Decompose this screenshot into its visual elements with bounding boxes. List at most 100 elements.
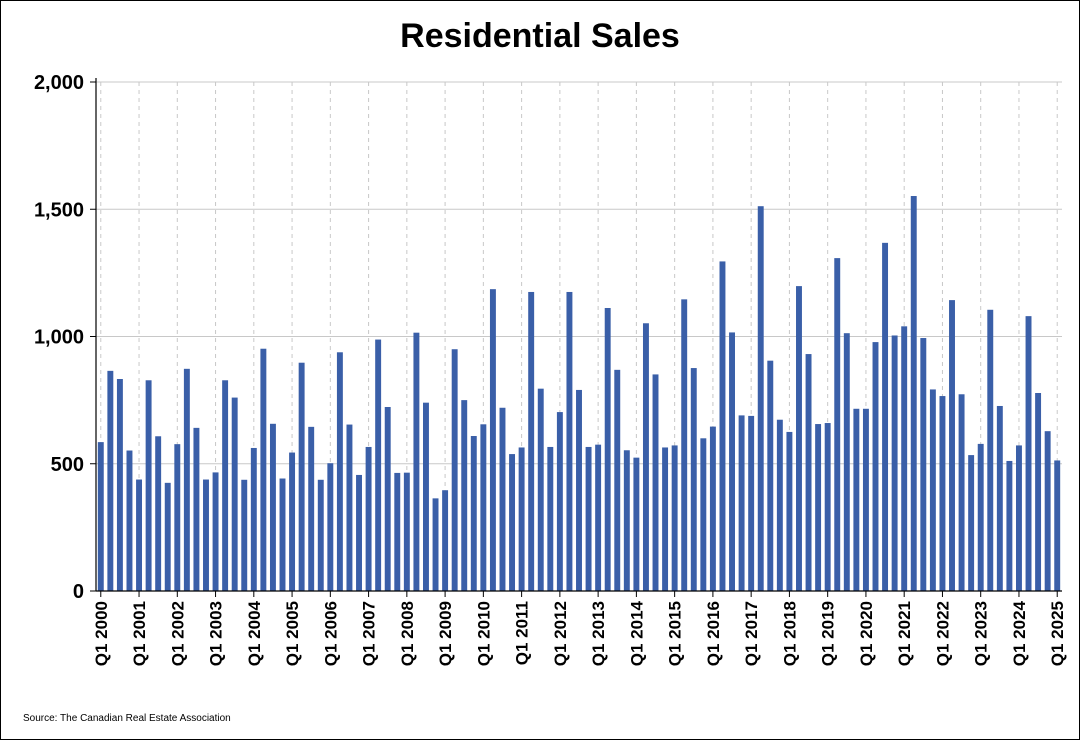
bar xyxy=(910,196,917,592)
bar xyxy=(834,258,841,591)
bar xyxy=(336,352,343,591)
bar xyxy=(365,446,372,591)
bar xyxy=(269,423,276,591)
bar xyxy=(633,457,640,591)
bar xyxy=(432,498,439,591)
bar xyxy=(528,291,535,591)
x-tick-label: Q1 2008 xyxy=(398,601,417,666)
bar xyxy=(949,300,955,591)
x-tick-label: Q1 2004 xyxy=(245,600,264,666)
x-tick-label: Q1 2005 xyxy=(283,601,302,666)
bar xyxy=(260,348,267,591)
bar xyxy=(977,443,984,591)
bar xyxy=(585,446,592,591)
bar xyxy=(566,291,573,591)
bar xyxy=(786,431,793,591)
x-tick-label: Q1 2001 xyxy=(130,601,149,666)
bar xyxy=(289,452,296,591)
source-note: Source: The Canadian Real Estate Associa… xyxy=(23,713,231,724)
bar xyxy=(442,490,449,591)
bar xyxy=(547,446,554,591)
bar xyxy=(901,326,908,591)
bar xyxy=(489,289,496,591)
bar xyxy=(1035,392,1042,591)
bar xyxy=(681,299,688,591)
y-tick-label: 1,500 xyxy=(34,199,84,221)
bar xyxy=(413,332,420,591)
bar xyxy=(853,408,860,591)
bar xyxy=(403,472,410,591)
x-tick-label: Q1 2003 xyxy=(207,601,226,666)
bar xyxy=(250,447,257,591)
x-tick-label: Q1 2022 xyxy=(933,601,952,666)
x-tick-label: Q1 2013 xyxy=(589,601,608,666)
bars xyxy=(97,196,1061,592)
bar xyxy=(719,261,726,591)
bar xyxy=(183,368,190,591)
x-tick-label: Q1 2025 xyxy=(1048,601,1067,666)
chart-title: Residential Sales xyxy=(400,17,680,55)
bar xyxy=(193,427,200,591)
x-tick-label: Q1 2009 xyxy=(436,601,455,666)
y-tick-label: 2,000 xyxy=(34,72,84,94)
bar xyxy=(709,426,716,591)
y-tick-label: 500 xyxy=(51,454,84,476)
bar xyxy=(327,463,334,591)
x-tick-labels: Q1 2000 Q1 2001 Q1 2002 Q1 2003 Q1 2004 Q1 20… xyxy=(92,600,1067,666)
bar xyxy=(222,380,229,591)
bar xyxy=(671,445,678,591)
bar xyxy=(652,374,659,591)
bar xyxy=(929,389,936,591)
bar xyxy=(518,447,525,591)
bar xyxy=(298,362,305,591)
x-tick-label: Q1 2014 xyxy=(627,600,646,666)
x-tick-label: Q1 2002 xyxy=(168,601,187,666)
bar xyxy=(729,332,735,591)
bar xyxy=(738,415,745,591)
bar xyxy=(939,396,946,591)
bar xyxy=(614,369,621,591)
x-tick-label: Q1 2024 xyxy=(1010,600,1029,666)
bar xyxy=(145,380,152,591)
bar xyxy=(164,482,171,591)
bar xyxy=(451,349,458,591)
bar xyxy=(824,423,831,591)
bar xyxy=(1025,316,1032,591)
bar xyxy=(174,444,181,591)
bar xyxy=(375,339,382,591)
bar xyxy=(748,415,755,591)
bar xyxy=(920,338,927,591)
bar xyxy=(126,450,133,591)
bar xyxy=(499,407,506,591)
bar xyxy=(231,397,238,591)
x-tick-label: Q1 2018 xyxy=(780,601,799,666)
bar xyxy=(872,342,879,591)
x-tick-label: Q1 2006 xyxy=(321,601,340,666)
bar xyxy=(1054,460,1061,591)
bar xyxy=(700,438,707,591)
bar xyxy=(796,286,802,591)
bar xyxy=(480,424,487,591)
bar xyxy=(394,472,401,591)
x-tick-label: Q1 2010 xyxy=(474,601,493,666)
bar xyxy=(882,242,889,591)
bar xyxy=(623,450,630,591)
bar xyxy=(1015,445,1022,591)
bar xyxy=(537,388,544,591)
bar xyxy=(470,436,477,591)
bar xyxy=(805,354,812,591)
x-tick-label: Q1 2020 xyxy=(857,601,876,666)
x-tick-label: Q1 2019 xyxy=(819,601,838,666)
bar xyxy=(776,419,783,591)
bar xyxy=(843,333,850,591)
bar xyxy=(556,412,563,591)
y-tick-labels: 0 500 1,000 1,500 2,000 xyxy=(34,72,84,603)
x-tick-label: Q1 2023 xyxy=(972,601,991,666)
bar xyxy=(987,309,994,591)
bar xyxy=(136,479,143,591)
bar xyxy=(958,394,965,591)
x-tick-label: Q1 2000 xyxy=(92,601,111,666)
bar xyxy=(107,370,114,591)
